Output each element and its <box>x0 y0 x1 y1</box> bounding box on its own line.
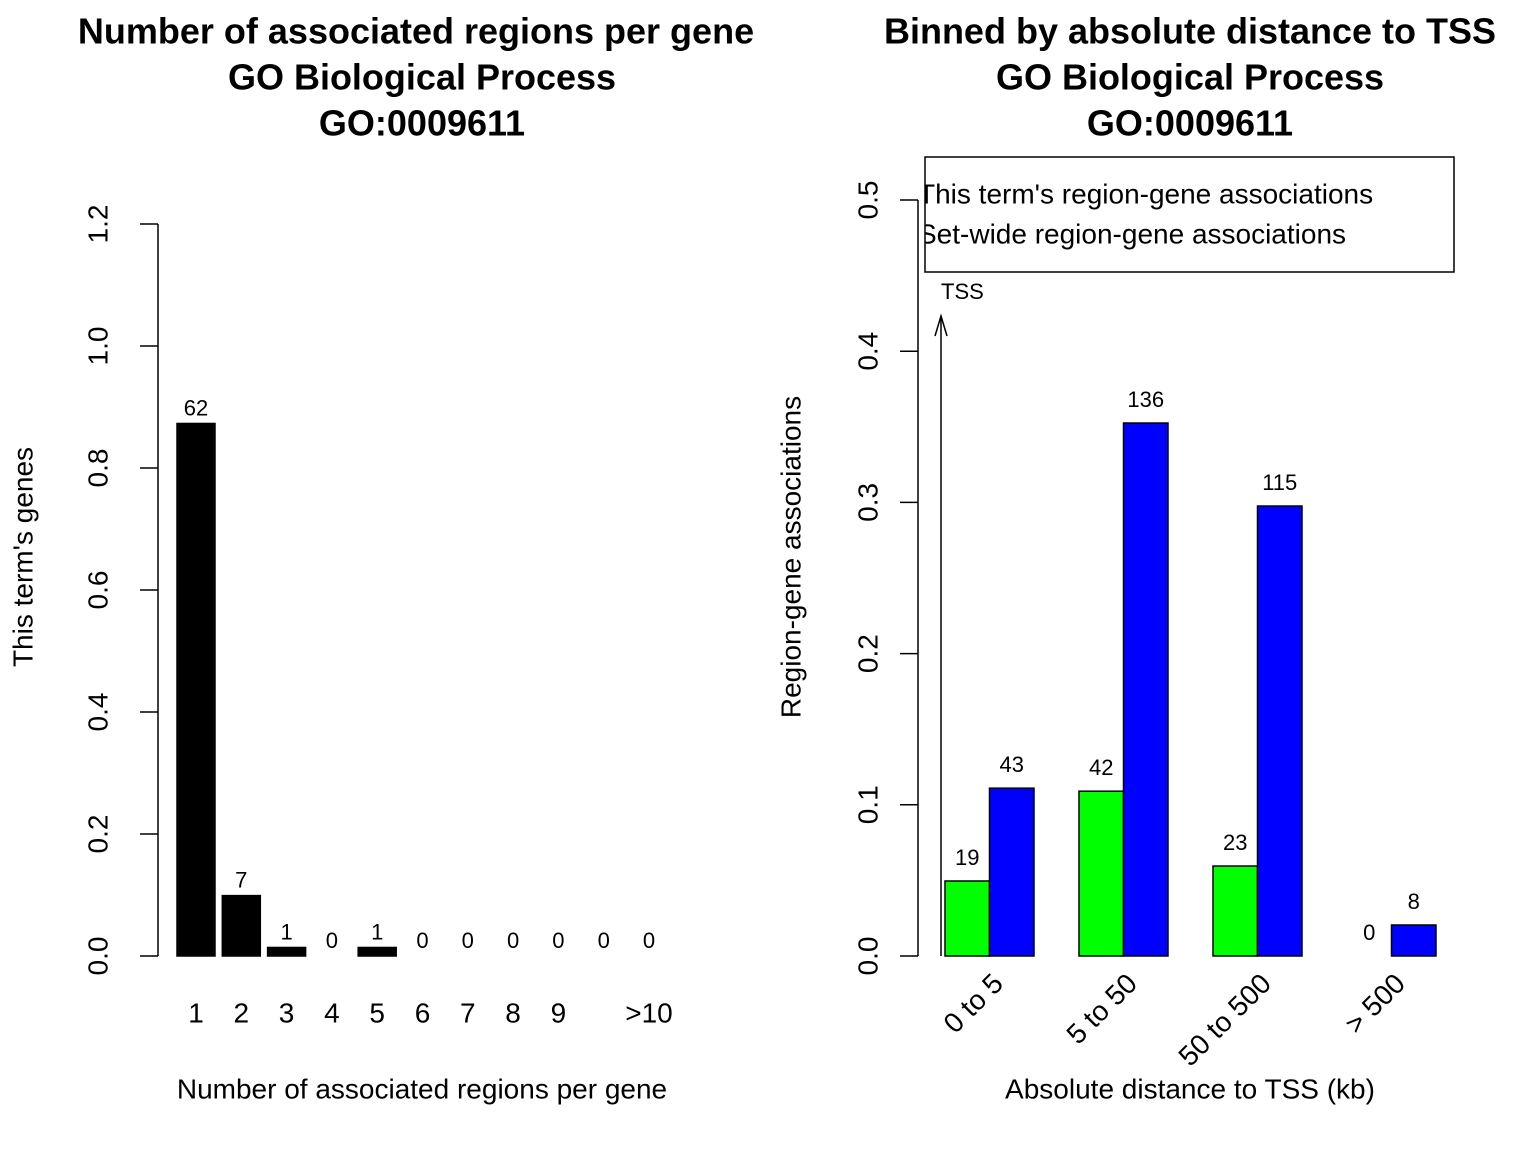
x-tick-label: 4 <box>324 997 340 1028</box>
bar <box>1212 865 1259 957</box>
chart-title: Binned by absolute distance to TSS <box>884 11 1496 52</box>
x-axis-label: Absolute distance to TSS (kb) <box>1005 1073 1375 1104</box>
value-label: 0 <box>416 928 428 953</box>
y-tick-label: 0.2 <box>82 815 113 854</box>
x-tick-label: 6 <box>415 997 431 1028</box>
x-tick-label: > 500 <box>1339 968 1411 1040</box>
x-tick-label: 2 <box>234 997 250 1028</box>
bar <box>266 946 307 957</box>
value-label: 1 <box>280 919 292 944</box>
x-tick-label: 1 <box>188 997 204 1028</box>
legend-label: Set-wide region-gene associations <box>918 218 1346 249</box>
x-tick-label: 3 <box>279 997 295 1028</box>
term-id: GO:0009611 <box>319 103 525 144</box>
legend-box <box>924 156 1455 273</box>
chart-title: Number of associated regions per gene <box>78 11 754 52</box>
x-tick-label: 8 <box>505 997 521 1028</box>
x-tick-label: 5 <box>369 997 385 1028</box>
bar <box>1078 790 1125 957</box>
x-tick-label: 9 <box>551 997 567 1028</box>
bar <box>1122 422 1169 957</box>
value-label: 8 <box>1408 889 1420 914</box>
y-tick-label: 0.6 <box>82 571 113 610</box>
value-label: 136 <box>1127 387 1164 412</box>
y-tick-label: 0.5 <box>852 181 883 220</box>
term-id: GO:0009611 <box>1087 103 1293 144</box>
y-tick-label: 0.1 <box>852 785 883 824</box>
legend-label: This term's region-gene associations <box>918 178 1373 209</box>
x-tick-label: 5 to 50 <box>1060 968 1142 1050</box>
value-label: 19 <box>955 845 979 870</box>
y-tick-label: 1.0 <box>82 327 113 366</box>
bar <box>176 422 216 957</box>
value-label: 0 <box>598 928 610 953</box>
x-tick-label: 7 <box>460 997 476 1028</box>
value-label: 0 <box>643 928 655 953</box>
y-tick-label: 0.8 <box>82 449 113 488</box>
value-label: 62 <box>184 395 208 420</box>
y-tick-label: 0.4 <box>82 693 113 732</box>
bar <box>1256 505 1303 957</box>
chart-subtitle: GO Biological Process <box>228 57 616 98</box>
y-axis-label: This term's genes <box>7 447 38 667</box>
x-tick-label: 0 to 5 <box>938 968 1009 1039</box>
y-tick-label: 1.2 <box>82 205 113 244</box>
bar <box>357 946 397 957</box>
left-title-group: Number of associated regions per gene <box>78 11 754 52</box>
y-tick-label: 0.3 <box>852 483 883 522</box>
x-tick-label: 50 to 500 <box>1172 968 1276 1072</box>
y-axis-label: Region-gene associations <box>775 396 806 718</box>
bar <box>988 787 1035 957</box>
value-label: 0 <box>507 928 519 953</box>
value-label: 0 <box>1363 920 1375 945</box>
tss-arrowhead <box>934 313 948 337</box>
value-label: 43 <box>1000 752 1024 777</box>
legend: This term's region-gene associations Set… <box>918 178 1373 249</box>
value-label: 7 <box>235 867 247 892</box>
value-label: 0 <box>552 928 564 953</box>
x-axis-label: Number of associated regions per gene <box>177 1073 667 1104</box>
value-label: 42 <box>1089 755 1113 780</box>
bar <box>944 880 991 957</box>
y-tick-label: 0.4 <box>852 332 883 371</box>
value-label: 23 <box>1223 830 1247 855</box>
bar <box>1390 924 1437 957</box>
y-tick-label: 0.2 <box>852 634 883 673</box>
chart-subtitle: GO Biological Process <box>996 57 1384 98</box>
y-tick-label: 0.0 <box>82 937 113 976</box>
y-tick-label: 0.0 <box>852 937 883 976</box>
bar <box>221 894 262 957</box>
x-tick-label: >10 <box>625 997 673 1028</box>
value-label: 0 <box>326 928 338 953</box>
value-label: 0 <box>462 928 474 953</box>
annotation: TSS <box>941 279 984 304</box>
value-label: 115 <box>1262 470 1297 495</box>
value-label: 1 <box>371 919 383 944</box>
